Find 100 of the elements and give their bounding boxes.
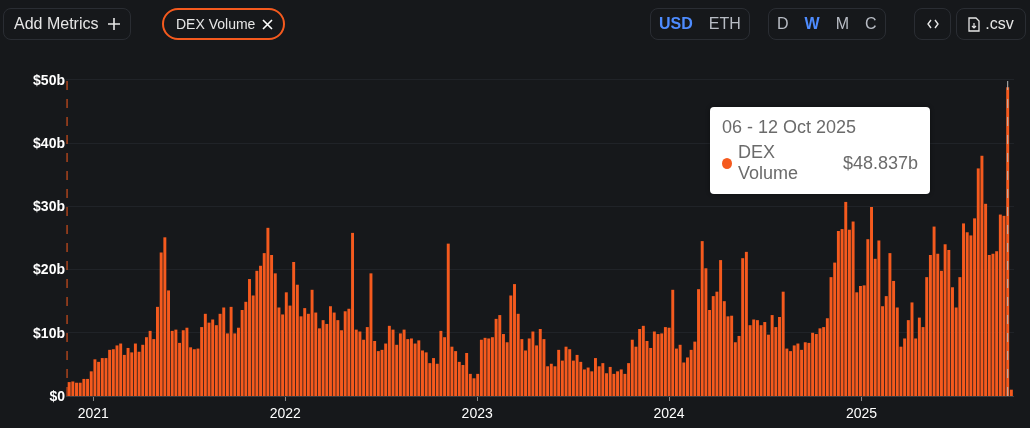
bar — [203, 313, 207, 396]
x-tick-label: 2022 — [269, 404, 302, 421]
bar — [387, 325, 391, 396]
text: C — [864, 15, 878, 33]
bar — [932, 226, 936, 396]
bar — [119, 343, 123, 396]
bar — [616, 371, 620, 396]
bar — [487, 338, 491, 396]
bar — [630, 339, 634, 396]
bar — [310, 289, 314, 396]
bar — [711, 296, 715, 396]
bar — [538, 328, 542, 396]
bar — [174, 329, 178, 396]
bar — [803, 342, 807, 396]
text: M — [834, 15, 850, 33]
bar — [409, 338, 413, 396]
bar — [343, 311, 347, 396]
bar — [97, 361, 101, 396]
bar — [391, 329, 395, 396]
bar — [619, 369, 623, 396]
bar — [877, 240, 881, 396]
bar — [859, 286, 862, 396]
bar — [78, 382, 82, 396]
x-tick-label: 2021 — [77, 404, 110, 421]
bar — [594, 358, 597, 396]
bar — [222, 307, 226, 396]
bar — [498, 315, 502, 396]
bar — [358, 331, 362, 396]
bar — [586, 367, 590, 396]
bar — [148, 330, 152, 396]
y-tick-label: $20b — [33, 261, 65, 278]
bar — [844, 201, 848, 396]
bar — [656, 334, 660, 396]
text: DEX Volume — [175, 16, 256, 32]
x-tick-label: 2023 — [461, 404, 493, 421]
bar — [93, 359, 97, 396]
bar — [185, 327, 189, 396]
bar — [321, 320, 325, 396]
bar — [700, 241, 704, 396]
bar — [284, 292, 288, 396]
text: Add Metrics — [13, 15, 99, 33]
x-tick-label: 2025 — [845, 404, 878, 421]
bar — [181, 330, 185, 396]
bar — [108, 349, 112, 396]
bar — [71, 381, 75, 396]
bar — [329, 306, 332, 396]
bar — [479, 339, 483, 396]
bar — [763, 322, 767, 396]
bar — [494, 318, 498, 396]
bar — [351, 232, 355, 396]
bar — [454, 351, 458, 396]
bar — [266, 227, 270, 396]
text: W — [803, 15, 821, 33]
bar — [248, 279, 251, 396]
bar — [730, 315, 734, 396]
bar — [211, 319, 215, 396]
bar — [744, 251, 748, 396]
bar — [417, 340, 421, 396]
bar — [564, 346, 568, 396]
y-tick-label: $50b — [33, 71, 65, 88]
bar — [163, 237, 167, 396]
bar — [719, 260, 723, 396]
y-tick-label: $40b — [33, 135, 65, 152]
bar — [608, 366, 612, 396]
bar — [531, 331, 535, 396]
bar — [836, 230, 840, 396]
text: .csv — [985, 15, 1014, 33]
bar — [638, 328, 642, 396]
y-tick-label: $10b — [33, 324, 65, 341]
legend-label: DEX Volume — [738, 142, 800, 184]
bar — [678, 344, 682, 396]
text: USD — [658, 15, 694, 33]
bar — [557, 349, 561, 396]
bar — [111, 349, 115, 396]
bar — [549, 363, 553, 396]
bar — [446, 243, 450, 396]
bar — [465, 353, 469, 396]
bar — [398, 333, 402, 396]
bar — [229, 306, 233, 396]
bar — [126, 347, 130, 396]
bar — [568, 349, 572, 396]
bar — [100, 358, 104, 396]
bar — [980, 155, 984, 396]
bar — [402, 329, 406, 396]
bar — [652, 331, 656, 396]
bar — [575, 354, 579, 396]
bar — [870, 206, 873, 396]
bar — [781, 291, 785, 396]
text: ETH — [707, 15, 742, 33]
bar — [303, 308, 307, 396]
bar — [432, 358, 435, 396]
bar — [513, 284, 516, 396]
bar — [792, 345, 796, 396]
bar — [752, 319, 756, 396]
bar — [133, 343, 137, 396]
x-tick-label: 2024 — [653, 404, 685, 421]
bar — [439, 330, 443, 396]
bar — [888, 253, 892, 396]
bar — [663, 327, 667, 396]
bar — [255, 270, 259, 396]
